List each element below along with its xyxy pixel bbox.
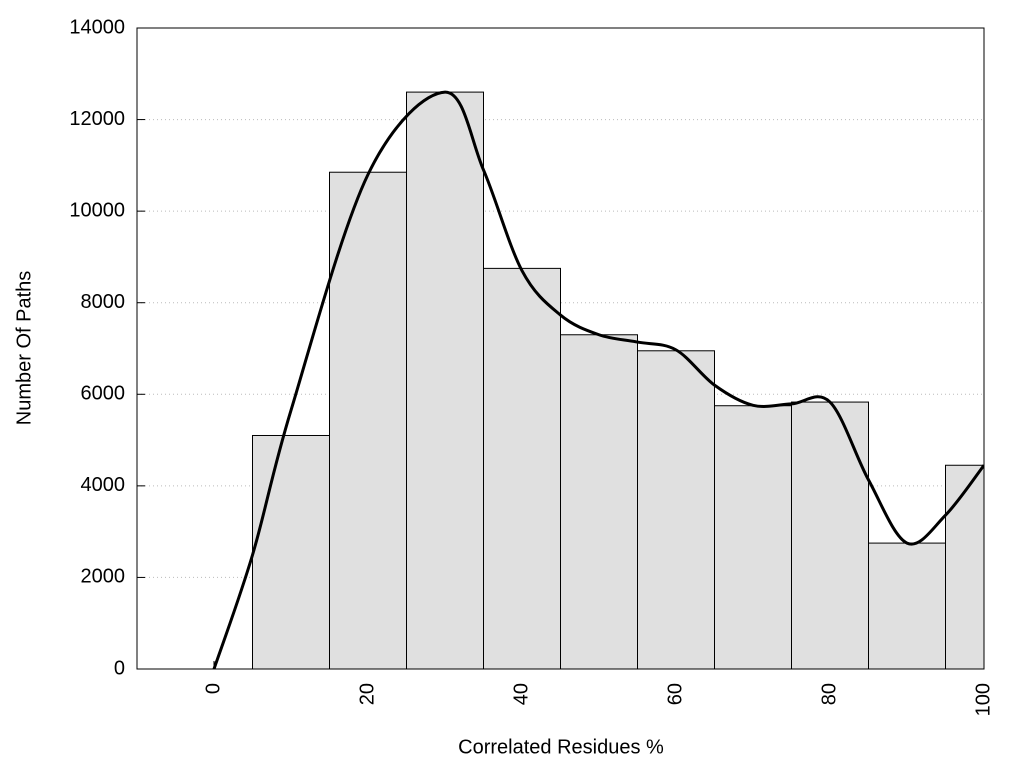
bar bbox=[791, 401, 869, 669]
y-axis-label: Number Of Paths bbox=[13, 271, 35, 426]
bar bbox=[868, 542, 946, 669]
x-tick-label: 20 bbox=[356, 683, 378, 705]
bar bbox=[560, 334, 638, 669]
x-tick-label: 100 bbox=[972, 683, 994, 716]
y-tick-label: 4000 bbox=[81, 474, 126, 496]
bar bbox=[637, 350, 715, 669]
y-tick-label: 8000 bbox=[81, 291, 126, 313]
y-tick-label: 10000 bbox=[69, 199, 125, 221]
y-tick-label: 0 bbox=[114, 657, 125, 679]
bar bbox=[483, 267, 561, 669]
plot-frame bbox=[136, 27, 985, 670]
y-tick-label: 12000 bbox=[69, 108, 125, 130]
plot-area bbox=[212, 90, 984, 669]
x-tick-label: 60 bbox=[664, 683, 686, 705]
bar bbox=[714, 405, 792, 669]
x-tick-label: 0 bbox=[202, 683, 224, 694]
y-tick-label: 6000 bbox=[81, 383, 126, 405]
x-tick-label: 40 bbox=[510, 683, 532, 705]
bar bbox=[252, 434, 330, 669]
x-axis-label: Correlated Residues % bbox=[458, 736, 664, 758]
x-tick-label: 80 bbox=[818, 683, 840, 705]
y-tick-label: 14000 bbox=[69, 16, 125, 38]
bar bbox=[406, 91, 484, 669]
y-tick-label: 2000 bbox=[81, 566, 126, 588]
bar bbox=[945, 464, 984, 669]
density-curve bbox=[212, 90, 984, 669]
